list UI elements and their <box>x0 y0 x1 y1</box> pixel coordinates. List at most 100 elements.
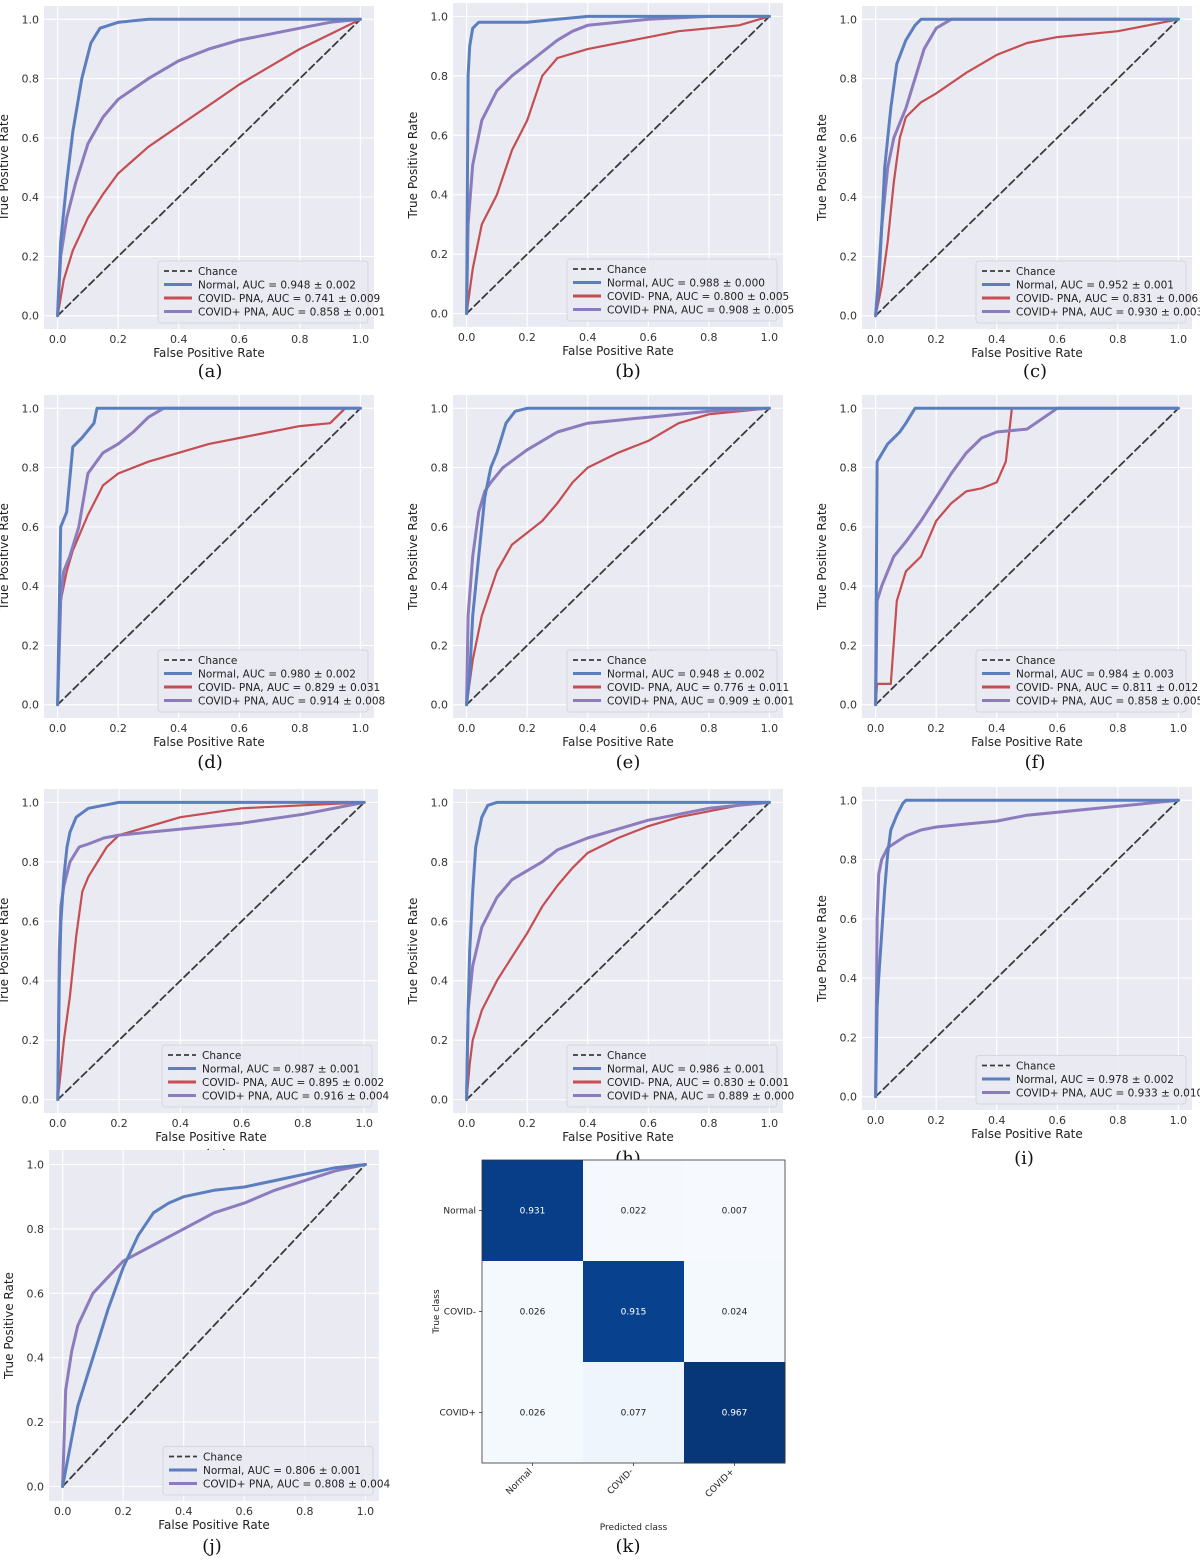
series-line-covid-pos <box>56 17 362 318</box>
cm-cell-value: 0.007 <box>722 1207 748 1217</box>
y-tick-label: 0.4 <box>840 580 858 593</box>
legend-label: Chance <box>1016 266 1055 278</box>
y-tick-label: 0.0 <box>431 699 449 712</box>
x-tick-label: 0.8 <box>291 333 309 346</box>
x-tick-label: 0.4 <box>170 722 188 735</box>
panel-caption: (a) <box>198 361 223 382</box>
panel-caption: (b) <box>615 361 641 382</box>
series-line-chance <box>874 18 1180 317</box>
cm-cell <box>482 1362 584 1464</box>
legend-label: Chance <box>1016 655 1055 667</box>
series-line-covid-pos <box>61 1163 367 1488</box>
x-tick-label: 0.2 <box>110 1117 128 1130</box>
cm-cell <box>583 1362 685 1464</box>
x-tick-label: 0.4 <box>579 722 597 735</box>
x-tick-label: 0.0 <box>458 1117 476 1130</box>
legend-label: COVID- PNA, AUC = 0.811 ± 0.012 <box>1016 682 1198 694</box>
series-line-normal <box>874 406 1180 707</box>
legend-label: Normal, AUC = 0.986 ± 0.001 <box>607 1064 765 1076</box>
y-tick-label: 0.6 <box>431 129 449 142</box>
y-tick-label: 0.8 <box>840 854 858 867</box>
series-line-chance <box>56 407 362 706</box>
y-tick-label: 0.6 <box>431 521 449 534</box>
legend-label: COVID- PNA, AUC = 0.741 ± 0.009 <box>198 293 380 305</box>
legend-label: COVID+ PNA, AUC = 0.914 ± 0.008 <box>198 696 385 708</box>
series-line-covid-pos <box>465 406 771 707</box>
x-tick-label: 0.0 <box>458 331 476 344</box>
series-line-normal <box>465 800 771 1102</box>
legend-label: COVID+ PNA, AUC = 0.858 ± 0.001 <box>198 307 385 319</box>
x-tick-label: 0.4 <box>579 1117 597 1130</box>
legend: Chance Normal, AUC = 0.948 ± 0.002COVID- … <box>566 649 794 713</box>
cm-cell <box>684 1261 786 1363</box>
series-line-normal <box>874 798 1180 1099</box>
series-line-covid-neg <box>465 801 771 1101</box>
x-tick-label: 1.0 <box>761 722 779 735</box>
legend-label: COVID+ PNA, AUC = 0.908 ± 0.005 <box>607 305 794 317</box>
x-tick-label: 0.0 <box>49 333 67 346</box>
y-tick-label: 0.8 <box>22 856 40 869</box>
x-tick-label: 0.6 <box>640 722 658 735</box>
x-tick-label: 0.6 <box>1049 333 1067 346</box>
y-axis-label: True Positive Rate <box>0 114 11 222</box>
x-tick-label: 0.4 <box>172 1117 190 1130</box>
legend-label: COVID+ PNA, AUC = 0.916 ± 0.004 <box>202 1091 390 1103</box>
legend-label: Normal, AUC = 0.984 ± 0.003 <box>1016 669 1174 681</box>
cm-cell <box>583 1160 685 1262</box>
x-axis-label: False Positive Rate <box>158 1518 270 1532</box>
cm-cell <box>583 1261 685 1363</box>
x-axis-label: False Positive Rate <box>562 344 674 358</box>
series-line-chance <box>874 799 1180 1098</box>
y-tick-label: 0.8 <box>431 70 449 83</box>
legend-label: Normal, AUC = 0.987 ± 0.001 <box>202 1064 360 1076</box>
y-tick-label: 0.8 <box>840 73 858 86</box>
y-tick-label: 0.6 <box>840 521 858 534</box>
x-tick-label: 0.2 <box>109 333 127 346</box>
x-axis-label: False Positive Rate <box>562 1130 674 1144</box>
legend-label: Chance <box>198 266 237 278</box>
y-axis-label: True Positive Rate <box>0 503 11 611</box>
x-tick-label: 1.0 <box>357 1505 375 1518</box>
legend: Chance Normal, AUC = 0.980 ± 0.002COVID- … <box>157 649 385 713</box>
series-line-chance <box>61 1163 367 1488</box>
x-axis-label: False Positive Rate <box>155 1130 267 1144</box>
y-axis-label: True Positive Rate <box>0 898 11 1006</box>
x-tick-label: 0.6 <box>231 722 249 735</box>
x-tick-label: 0.8 <box>294 1117 312 1130</box>
panel-caption: (f) <box>1025 752 1046 773</box>
roc-panel-j: 0.0 0.0 0.2 0.2 0.4 0.4 0.6 0.6 0.8 0.8 1.0 1.0 Fals… <box>2 1150 391 1557</box>
x-tick-label: 0.4 <box>175 1505 193 1518</box>
series-line-covid-pos <box>56 406 362 707</box>
x-tick-label: 0.4 <box>579 331 597 344</box>
legend-box <box>566 258 778 322</box>
y-axis-label: True Positive Rate <box>406 503 420 611</box>
y-tick-label: 0.4 <box>840 191 858 204</box>
x-axis-label: False Positive Rate <box>971 346 1083 360</box>
series-line-covid-neg <box>465 15 771 315</box>
x-axis-label: False Positive Rate <box>153 346 265 360</box>
x-tick-label: 0.8 <box>291 722 309 735</box>
x-tick-label: 0.6 <box>1049 722 1067 735</box>
y-tick-label: 0.2 <box>431 639 449 652</box>
cm-cell-value: 0.931 <box>520 1207 546 1217</box>
legend-label: Normal, AUC = 0.980 ± 0.002 <box>198 669 356 681</box>
series-line-chance <box>465 407 771 706</box>
y-tick-label: 0.8 <box>431 462 449 475</box>
cm-cell-value: 0.915 <box>621 1308 647 1318</box>
y-axis-label: True Positive Rate <box>2 1272 16 1380</box>
y-tick-label: 0.4 <box>431 975 449 988</box>
y-tick-label: 0.2 <box>840 250 858 263</box>
x-tick-label: 0.8 <box>700 722 718 735</box>
roc-panel-b: 0.0 0.0 0.2 0.2 0.4 0.4 0.6 0.6 0.8 0.8 1.0 1.0 Fals… <box>406 3 794 382</box>
legend: Chance Normal, AUC = 0.948 ± 0.002COVID- … <box>157 260 385 324</box>
cm-cell <box>482 1160 584 1262</box>
legend-label: COVID- PNA, AUC = 0.800 ± 0.005 <box>607 291 789 303</box>
x-tick-label: 0.6 <box>1049 1114 1067 1127</box>
series-line-normal <box>465 406 771 707</box>
x-tick-label: 0.8 <box>1109 722 1127 735</box>
x-tick-label: 0.6 <box>233 1117 251 1130</box>
legend-box <box>566 649 778 713</box>
x-tick-label: 0.6 <box>236 1505 254 1518</box>
x-tick-label: 0.8 <box>700 331 718 344</box>
